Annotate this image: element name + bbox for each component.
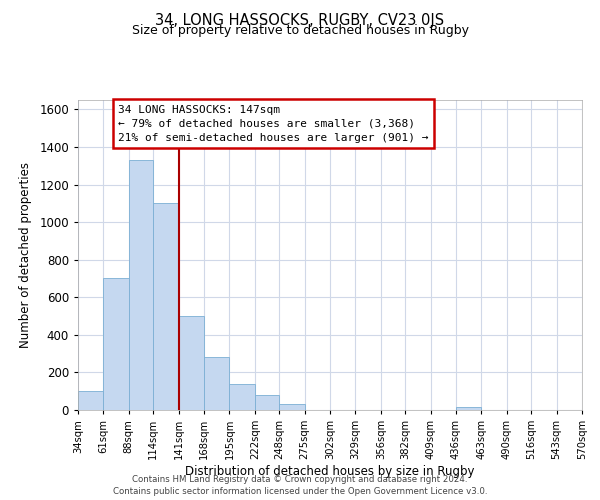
Bar bbox=[179, 316, 204, 410]
Text: 34 LONG HASSOCKS: 147sqm
← 79% of detached houses are smaller (3,368)
21% of sem: 34 LONG HASSOCKS: 147sqm ← 79% of detach… bbox=[118, 104, 429, 142]
Bar bbox=[153, 204, 179, 410]
Bar bbox=[103, 278, 129, 410]
Bar bbox=[129, 160, 153, 410]
Bar bbox=[255, 395, 279, 410]
Text: Contains HM Land Registry data © Crown copyright and database right 2024.
Contai: Contains HM Land Registry data © Crown c… bbox=[113, 475, 487, 496]
Text: Distribution of detached houses by size in Rugby: Distribution of detached houses by size … bbox=[185, 464, 475, 477]
Bar bbox=[229, 384, 255, 410]
Text: 34, LONG HASSOCKS, RUGBY, CV23 0JS: 34, LONG HASSOCKS, RUGBY, CV23 0JS bbox=[155, 12, 445, 28]
Y-axis label: Number of detached properties: Number of detached properties bbox=[19, 162, 32, 348]
Bar bbox=[456, 407, 481, 410]
Bar bbox=[204, 358, 229, 410]
Bar bbox=[279, 404, 305, 410]
Text: Size of property relative to detached houses in Rugby: Size of property relative to detached ho… bbox=[131, 24, 469, 37]
Bar bbox=[78, 391, 103, 410]
